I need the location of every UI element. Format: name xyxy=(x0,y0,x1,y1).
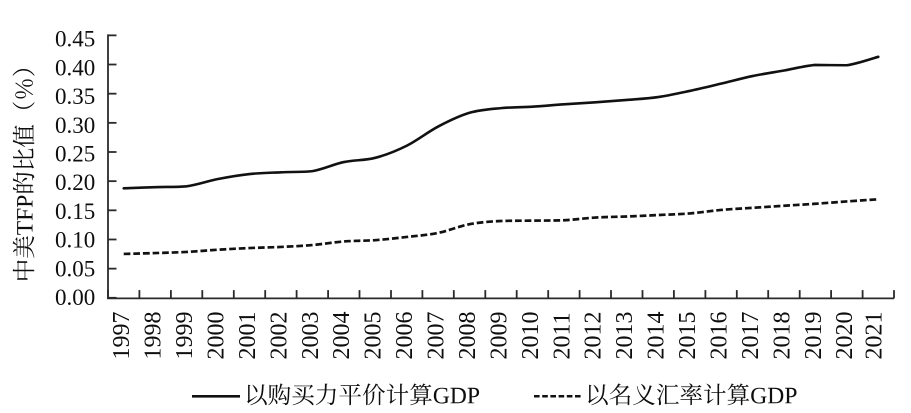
svg-text:2019: 2019 xyxy=(801,312,827,360)
svg-text:0.40: 0.40 xyxy=(55,55,95,80)
svg-text:2001: 2001 xyxy=(235,312,261,360)
svg-text:0.45: 0.45 xyxy=(55,27,95,52)
svg-text:0.05: 0.05 xyxy=(55,257,95,282)
svg-text:2014: 2014 xyxy=(644,312,670,360)
svg-text:1999: 1999 xyxy=(172,312,198,360)
svg-text:0.15: 0.15 xyxy=(55,199,95,224)
svg-text:2000: 2000 xyxy=(203,312,229,360)
svg-text:2013: 2013 xyxy=(612,312,638,360)
svg-text:0.00: 0.00 xyxy=(55,285,95,310)
svg-text:1997: 1997 xyxy=(109,312,135,360)
svg-text:0.25: 0.25 xyxy=(55,142,95,167)
svg-text:1998: 1998 xyxy=(141,312,167,360)
svg-text:0.10: 0.10 xyxy=(55,228,95,253)
svg-text:2018: 2018 xyxy=(769,312,795,360)
svg-text:2016: 2016 xyxy=(707,312,733,360)
svg-text:0.20: 0.20 xyxy=(55,170,95,195)
svg-text:2015: 2015 xyxy=(675,312,701,360)
svg-text:2020: 2020 xyxy=(832,312,858,360)
svg-text:2006: 2006 xyxy=(392,312,418,360)
svg-text:2002: 2002 xyxy=(266,312,292,360)
svg-text:2011: 2011 xyxy=(549,312,575,359)
svg-text:0.30: 0.30 xyxy=(55,113,95,138)
svg-text:2012: 2012 xyxy=(581,312,607,360)
svg-text:0.35: 0.35 xyxy=(55,84,95,109)
svg-text:2010: 2010 xyxy=(518,312,544,360)
svg-text:2003: 2003 xyxy=(298,312,324,360)
svg-text:2017: 2017 xyxy=(738,312,764,360)
svg-text:2008: 2008 xyxy=(455,312,481,360)
svg-text:2021: 2021 xyxy=(861,312,887,360)
svg-text:2007: 2007 xyxy=(424,312,450,360)
svg-text:2004: 2004 xyxy=(329,312,355,360)
svg-text:2005: 2005 xyxy=(361,312,387,360)
svg-text:2009: 2009 xyxy=(486,312,512,360)
